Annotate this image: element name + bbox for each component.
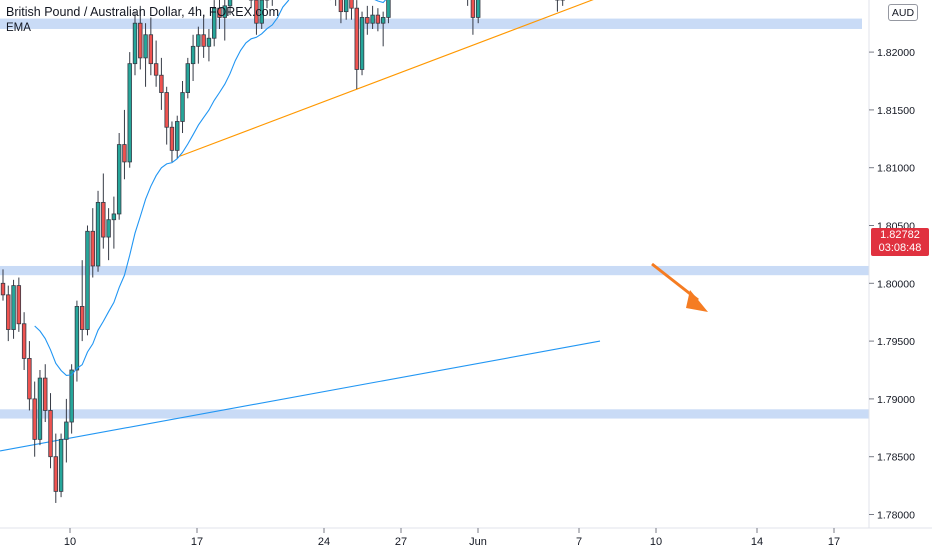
candle-bear (376, 15, 380, 23)
candle-bull (75, 306, 79, 370)
time-label: 24 (318, 536, 330, 548)
candle-bull (371, 15, 375, 23)
candle-bear (6, 295, 10, 330)
currency-badge[interactable]: AUD (888, 4, 918, 21)
time-label: 7 (576, 536, 582, 548)
price-label: 1.78500 (877, 452, 915, 464)
candle-bull (112, 214, 116, 220)
candle-bull (144, 35, 148, 58)
zone-support (0, 266, 869, 275)
candle-bear (154, 64, 158, 76)
candle-bear (202, 35, 206, 47)
candle-bull (38, 378, 42, 439)
candle-bull (65, 422, 69, 439)
price-axis[interactable]: 1.780001.785001.790001.795001.800001.805… (0, 0, 915, 521)
price-label: 1.79000 (877, 394, 915, 406)
candle-bear (350, 0, 354, 8)
candle-bear (33, 399, 37, 439)
candle-bear (366, 17, 370, 23)
time-label: 10 (650, 536, 662, 548)
time-label: 14 (751, 536, 763, 548)
candle-bull (86, 231, 90, 329)
time-label: 27 (395, 536, 407, 548)
price-label: 1.80000 (877, 278, 915, 290)
candle-bear (471, 0, 475, 17)
time-label: 17 (828, 536, 840, 548)
candle-bear (22, 324, 26, 359)
price-label: 1.82000 (877, 47, 915, 59)
candle-bull (197, 35, 201, 47)
candle-bull (12, 286, 16, 330)
price-label: 1.79500 (877, 336, 915, 348)
candle-bear (165, 93, 169, 128)
candle-bull (476, 0, 480, 17)
candle-bull (117, 145, 121, 214)
indicator-label[interactable]: EMA (6, 22, 31, 34)
candle-bear (28, 358, 32, 398)
zone-support (0, 19, 862, 29)
time-label: 10 (64, 536, 76, 548)
candle-bull (133, 23, 137, 63)
bar-countdown: 03:08:48 (871, 242, 929, 255)
trendline-lower-channel (0, 341, 600, 451)
price-label: 1.78000 (877, 510, 915, 522)
arrow-head (686, 290, 708, 312)
candle-bear (1, 283, 5, 295)
time-axis[interactable]: 10 17 24 27 Jun 7 10 14 17 (64, 528, 840, 548)
last-price-value: 1.82782 (871, 229, 929, 242)
zone-support (0, 409, 869, 418)
candle-bull (181, 93, 185, 122)
candle-bull (191, 46, 195, 63)
last-price-tag: 1.82782 03:08:48 (871, 228, 929, 256)
candle-bull (381, 17, 385, 23)
chart-title: British Pound / Australian Dollar, 4h, F… (6, 5, 279, 19)
candle-bear (91, 231, 95, 266)
candle-bull (186, 64, 190, 93)
candle-bear (80, 306, 84, 329)
candle-bear (49, 410, 53, 456)
candle-bear (149, 35, 153, 64)
candle-bear (339, 0, 343, 12)
candle-bull (70, 370, 74, 422)
time-label: 17 (191, 536, 203, 548)
candle-bull (59, 439, 63, 491)
candle-bull (96, 202, 100, 266)
zones-layer (0, 0, 869, 419)
candle-bear (355, 8, 359, 69)
candle-bull (360, 17, 364, 69)
candle-bull (107, 220, 111, 237)
candle-bull (387, 0, 391, 17)
time-label: Jun (469, 536, 487, 548)
price-label: 1.81000 (877, 163, 915, 175)
candle-bull (344, 0, 348, 12)
candle-bear (170, 127, 174, 150)
candle-bear (160, 75, 164, 92)
candle-bull (207, 38, 211, 46)
candles-layer (1, 0, 585, 503)
candle-bear (54, 457, 58, 492)
candle-bull (175, 121, 179, 150)
candle-bear (123, 145, 127, 162)
candle-bull (128, 64, 132, 162)
candle-bear (17, 286, 21, 324)
price-label: 1.81500 (877, 105, 915, 117)
candle-bear (138, 23, 142, 58)
candle-bear (43, 378, 47, 410)
candle-bear (102, 202, 106, 237)
